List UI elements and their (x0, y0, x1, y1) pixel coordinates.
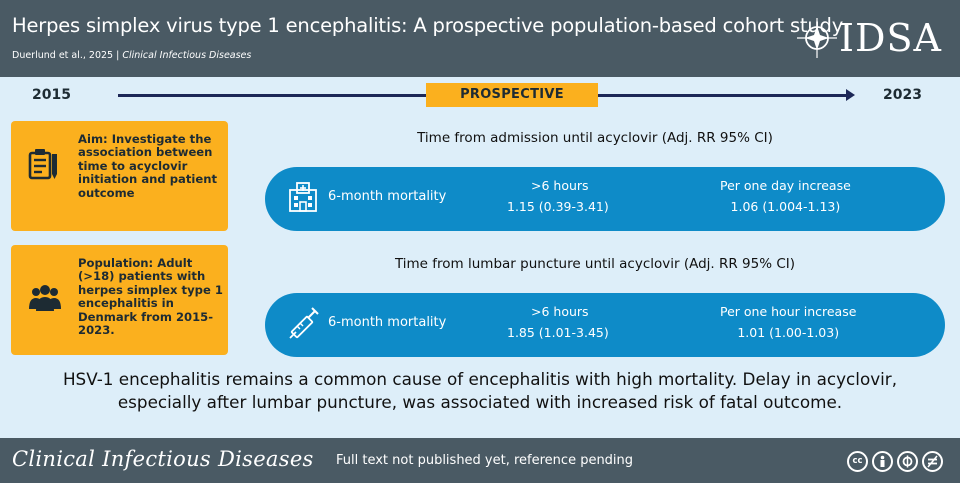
aim-card: Aim: Investigate the association between… (11, 121, 228, 231)
admission-col1-header: >6 hours (531, 178, 589, 193)
admission-col2-header: Per one day increase (720, 178, 851, 193)
syringe-icon (289, 307, 319, 339)
citation-journal: Clinical Infectious Diseases (122, 50, 252, 61)
citation: Duerlund et al., 2025 | Clinical Infecti… (12, 50, 251, 61)
citation-authors: Duerlund et al., 2025 | (12, 50, 120, 61)
lumbar-col1-value: 1.85 (1.01-3.45) (507, 325, 609, 340)
noncommercial-icon (897, 451, 918, 472)
timeline: 2015 PROSPECTIVE 2023 (0, 77, 960, 115)
timeline-start-year: 2015 (32, 87, 71, 103)
prospective-badge: PROSPECTIVE (426, 83, 598, 107)
lumbar-col2-value: 1.01 (1.00-1.03) (737, 325, 840, 340)
lumbar-col2-header: Per one hour increase (720, 304, 857, 319)
idsa-logo[interactable]: IDSA (795, 16, 942, 60)
lumbar-outcome: 6-month mortality (328, 315, 447, 330)
lumbar-col-over-6h: >6 hours 1.85 (1.01-3.45) (507, 301, 609, 343)
admission-col-per-day: Per one day increase 1.06 (1.004-1.13) (720, 175, 851, 217)
notes-icon (28, 149, 57, 180)
population-card: Population: Adult (>18) patients with he… (11, 245, 228, 355)
admission-outcome: 6-month mortality (328, 189, 447, 204)
header-bar: Herpes simplex virus type 1 encephalitis… (0, 0, 960, 77)
license-badges[interactable]: cc (847, 451, 943, 472)
people-icon (29, 285, 61, 311)
population-text: Population: Adult (>18) patients with he… (78, 256, 223, 338)
page-title: Herpes simplex virus type 1 encephalitis… (12, 14, 844, 37)
star-compass-icon (797, 18, 838, 58)
footer-bar: Clinical Infectious Diseases Full text n… (0, 438, 960, 483)
cc-icon: cc (847, 451, 868, 472)
admission-result-bar: 6-month mortality >6 hours 1.15 (0.39-3.… (265, 167, 945, 231)
lumbar-col-per-hour: Per one hour increase 1.01 (1.00-1.03) (720, 301, 856, 343)
noderivatives-icon (922, 451, 943, 472)
reference-note: Full text not published yet, reference p… (336, 453, 634, 468)
timeline-arrow-icon (846, 89, 855, 101)
admission-col2-value: 1.06 (1.004-1.13) (730, 199, 841, 214)
journal-name[interactable]: Clinical Infectious Diseases (12, 447, 314, 471)
lumbar-result-bar: 6-month mortality >6 hours 1.85 (1.01-3.… (265, 293, 945, 357)
logo-text: IDSA (839, 16, 942, 60)
timeline-end-year: 2023 (883, 87, 922, 103)
admission-col-over-6h: >6 hours 1.15 (0.39-3.41) (507, 175, 609, 217)
admission-title: Time from admission until acyclovir (Adj… (417, 130, 773, 146)
lumbar-title: Time from lumbar puncture until acyclovi… (394, 256, 796, 272)
attribution-icon (872, 451, 893, 472)
summary-line-2: especially after lumbar puncture, was as… (117, 392, 843, 412)
aim-text: Aim: Investigate the association between… (78, 132, 218, 200)
summary: HSV-1 encephalitis remains a common caus… (0, 368, 960, 414)
lumbar-col1-header: >6 hours (531, 304, 589, 319)
summary-line-1: HSV-1 encephalitis remains a common caus… (62, 369, 898, 389)
admission-col1-value: 1.15 (0.39-3.41) (507, 199, 609, 214)
hospital-icon (289, 182, 317, 212)
